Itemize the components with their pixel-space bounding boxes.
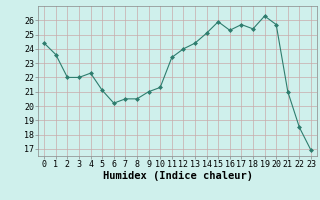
X-axis label: Humidex (Indice chaleur): Humidex (Indice chaleur): [103, 171, 252, 181]
